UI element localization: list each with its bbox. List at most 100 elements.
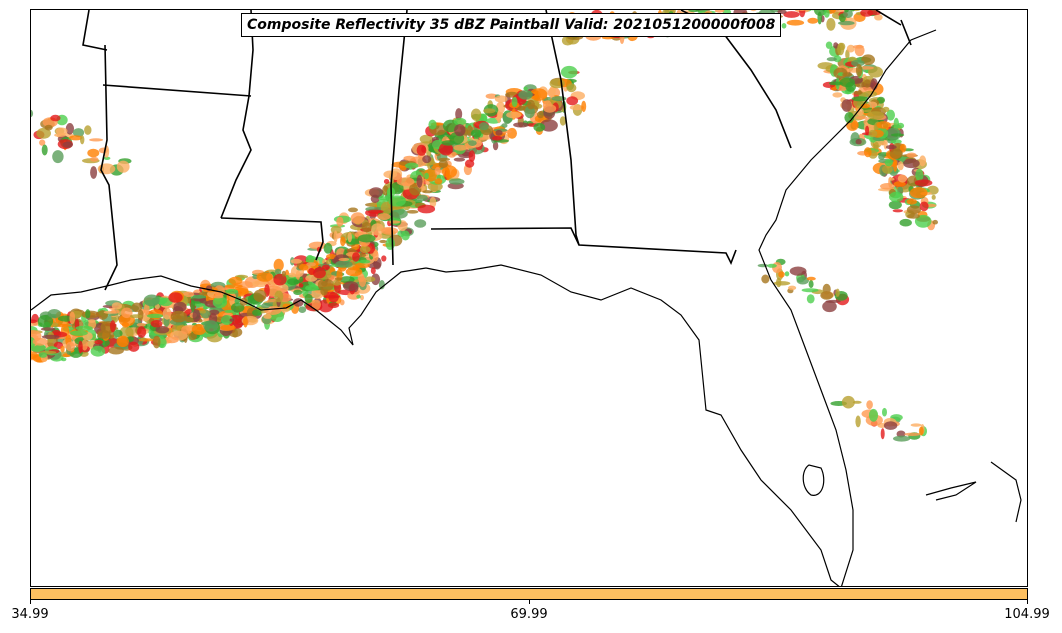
- colorbar: [30, 588, 1028, 600]
- reflectivity-blob: [414, 219, 427, 228]
- reflectivity-blob: [282, 303, 291, 309]
- reflectivity-blob: [906, 205, 922, 215]
- reflectivity-blob: [907, 213, 920, 219]
- state-borders: [82, 10, 912, 291]
- reflectivity-blob: [31, 319, 38, 324]
- reflectivity-blob: [85, 309, 91, 319]
- reflectivity-blob: [820, 291, 834, 300]
- reflectivity-blob: [844, 112, 855, 124]
- reflectivity-blob: [212, 295, 224, 299]
- reflectivity-blob: [882, 407, 887, 417]
- reflectivity-blob: [168, 292, 183, 303]
- reflectivity-blob: [252, 280, 269, 288]
- reflectivity-blob: [416, 194, 428, 202]
- reflectivity-blob: [445, 168, 451, 181]
- reflectivity-blob: [192, 295, 206, 299]
- reflectivity-blob: [439, 142, 453, 156]
- reflectivity-blob: [867, 111, 885, 120]
- reflectivity-blob: [293, 289, 303, 295]
- reflectivity-blob: [103, 156, 111, 160]
- reflectivity-blob: [228, 276, 243, 285]
- reflectivity-blob: [143, 294, 160, 307]
- colorbar-tick-min: [30, 600, 31, 604]
- reflectivity-blob: [273, 258, 284, 272]
- reflectivity-blob: [155, 326, 170, 334]
- reflectivity-blob: [483, 108, 496, 114]
- reflectivity-blob: [327, 302, 340, 309]
- reflectivity-blob: [333, 230, 338, 243]
- reflectivity-blob: [299, 263, 309, 271]
- reflectivity-blob: [492, 135, 503, 141]
- reflectivity-blob: [181, 325, 190, 335]
- reflectivity-blob: [190, 299, 196, 312]
- reflectivity-blob: [833, 42, 839, 49]
- reflectivity-blob: [129, 314, 143, 319]
- reflectivity-blob: [370, 223, 385, 236]
- reflectivity-blob: [273, 273, 287, 286]
- reflectivity-blob: [822, 300, 837, 313]
- reflectivity-blob: [868, 129, 878, 138]
- reflectivity-blob: [220, 324, 236, 331]
- reflectivity-blob: [340, 236, 346, 247]
- reflectivity-blob: [897, 174, 908, 183]
- reflectivity-blob: [416, 174, 423, 188]
- reflectivity-blob: [893, 435, 911, 442]
- reflectivity-blob: [131, 302, 143, 313]
- reflectivity-blob: [886, 109, 895, 121]
- reflectivity-blob: [323, 242, 333, 254]
- reflectivity-blob: [560, 65, 578, 79]
- reflectivity-blob: [50, 114, 61, 122]
- reflectivity-blob: [888, 200, 902, 210]
- reflectivity-blob: [453, 144, 468, 151]
- reflectivity-blob: [89, 138, 104, 142]
- reflectivity-blob: [357, 234, 376, 243]
- reflectivity-blob: [41, 334, 60, 339]
- reflectivity-blob: [884, 159, 893, 167]
- reflectivity-blob: [377, 213, 391, 221]
- reflectivity-blob: [441, 140, 456, 146]
- reflectivity-blob: [32, 337, 48, 346]
- reflectivity-blob: [36, 127, 51, 139]
- reflectivity-blob: [893, 160, 898, 172]
- reflectivity-blob: [910, 423, 922, 427]
- reflectivity-blob: [757, 263, 769, 268]
- reflectivity-blob: [391, 209, 408, 219]
- reflectivity-blob: [428, 119, 437, 130]
- reflectivity-blob: [826, 57, 837, 62]
- reflectivity-blob: [199, 310, 207, 314]
- reflectivity-blob: [383, 179, 390, 184]
- reflectivity-blob: [902, 158, 920, 169]
- reflectivity-blob: [90, 156, 99, 162]
- reflectivity-blob: [885, 144, 897, 150]
- reflectivity-blob: [306, 262, 316, 267]
- reflectivity-blob: [767, 263, 777, 268]
- reflectivity-blob: [290, 258, 303, 264]
- reflectivity-blob: [914, 214, 932, 228]
- reflectivity-blob: [304, 293, 313, 304]
- reflectivity-blob: [190, 298, 206, 302]
- reflectivity-blob: [87, 148, 100, 158]
- reflectivity-blob: [897, 161, 904, 171]
- reflectivity-blob: [485, 93, 498, 99]
- reflectivity-blob: [84, 125, 92, 135]
- reflectivity-blob: [417, 204, 436, 214]
- reflectivity-blob: [312, 267, 326, 279]
- reflectivity-blob: [61, 357, 67, 362]
- reflectivity-blob: [789, 266, 807, 276]
- reflectivity-blob: [65, 123, 74, 135]
- reflectivity-blob: [566, 96, 579, 106]
- reflectivity-blob: [878, 153, 885, 160]
- reflectivity-blob: [360, 294, 364, 301]
- reflectivity-blob: [434, 178, 443, 185]
- reflectivity-blob: [419, 134, 434, 144]
- reflectivity-blob: [55, 127, 68, 135]
- reflectivity-blob: [855, 116, 868, 120]
- colorbar-tick-mid: [529, 600, 530, 604]
- reflectivity-blob: [138, 338, 155, 342]
- reflectivity-blob: [778, 271, 785, 278]
- reflectivity-blob: [470, 108, 482, 121]
- reflectivity-blob: [876, 121, 891, 129]
- reflectivity-blob: [335, 260, 353, 268]
- reflectivity-blob: [422, 190, 433, 194]
- reflectivity-blob: [784, 271, 790, 277]
